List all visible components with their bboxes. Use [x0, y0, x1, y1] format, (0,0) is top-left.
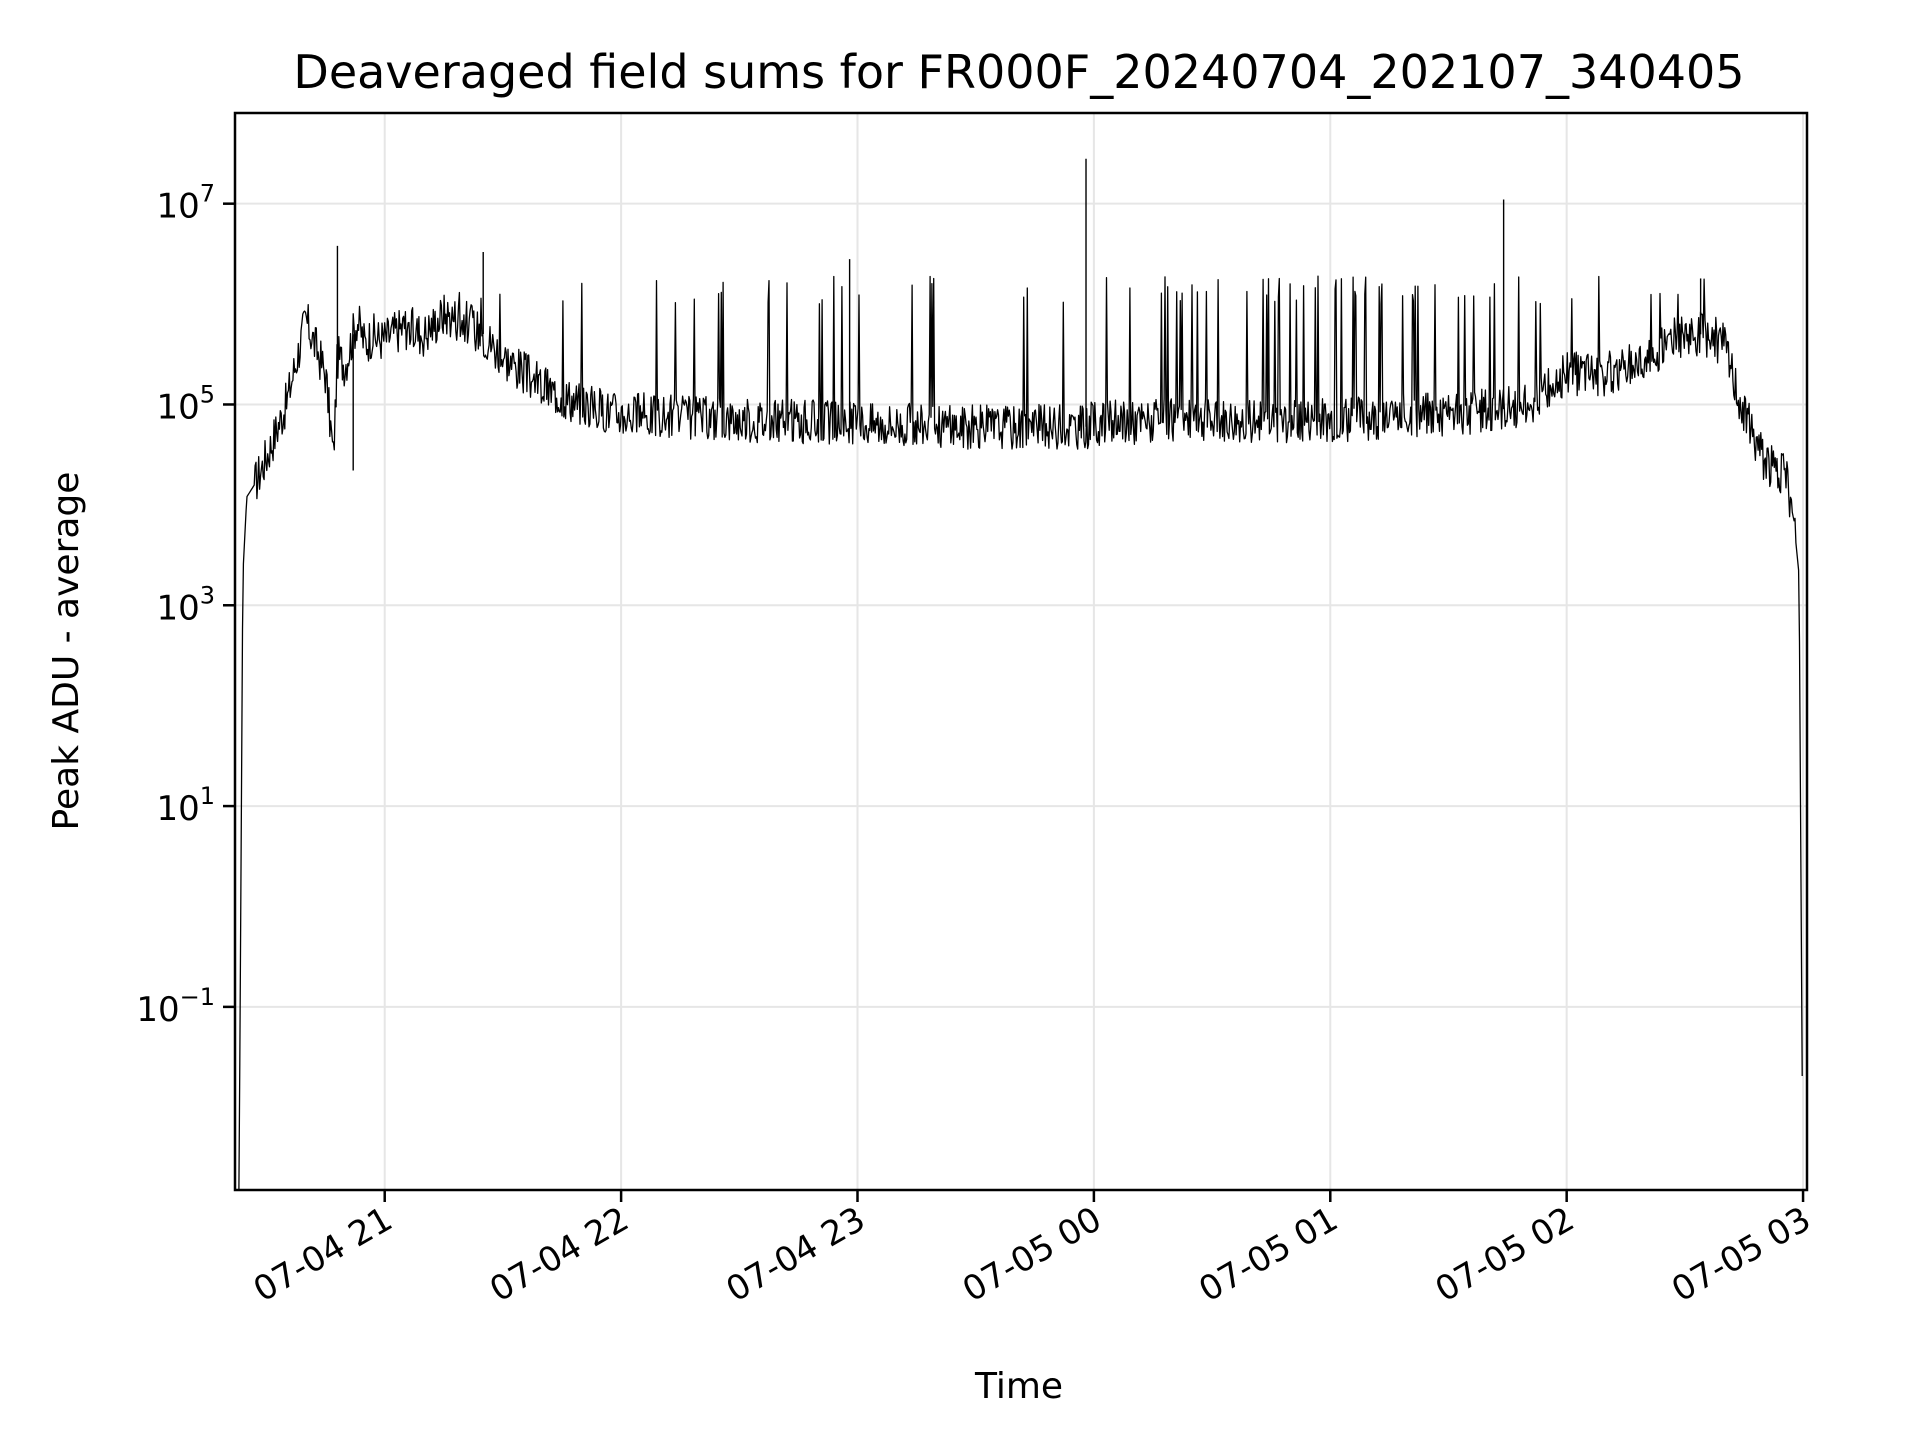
- x-tick-label: 07-04 23: [720, 1199, 872, 1310]
- series-line: [238, 275, 1803, 1191]
- y-tick-label: 107: [156, 180, 215, 227]
- x-tick-label: 07-05 02: [1429, 1199, 1581, 1310]
- x-tick-label: 07-04 22: [483, 1199, 635, 1310]
- chart-title: Deaveraged field sums for FR000F_2024070…: [293, 45, 1744, 99]
- y-tick-label: 103: [156, 581, 215, 628]
- y-tick-label: 105: [156, 380, 215, 427]
- x-axis-label: Time: [974, 1366, 1063, 1407]
- y-tick-label: 10−1: [136, 983, 215, 1030]
- data-series: [238, 158, 1803, 1191]
- x-tick-label: 07-05 03: [1665, 1199, 1817, 1310]
- grid: [235, 113, 1807, 1190]
- y-tick-label: 101: [156, 782, 215, 829]
- x-tick-label: 07-05 00: [956, 1199, 1108, 1310]
- y-axis-label: Peak ADU - average: [46, 472, 87, 831]
- axis-ticks: 07-04 21 07-04 22 07-04 23 07-05 00 07-05 01…: [136, 180, 1817, 1311]
- plot-frame: [233, 111, 1809, 1192]
- x-tick-label: 07-04 21: [247, 1199, 399, 1310]
- x-tick-label: 07-05 01: [1192, 1199, 1344, 1310]
